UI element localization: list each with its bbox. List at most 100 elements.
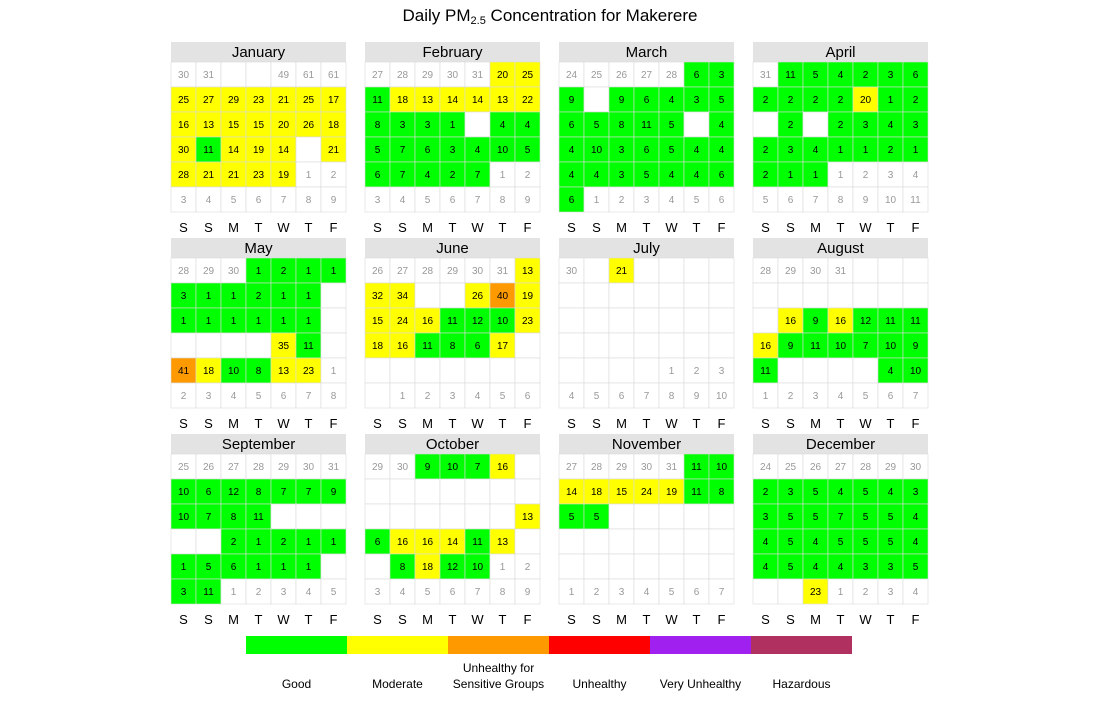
empty-cell xyxy=(852,357,879,384)
weekday-label: W xyxy=(665,416,678,431)
empty-cell xyxy=(414,478,441,505)
day-cell xyxy=(752,357,779,384)
pm25-value: 9 xyxy=(569,95,575,106)
day-number: 29 xyxy=(372,462,384,473)
weekday-label: T xyxy=(887,416,895,431)
pm25-value: 3 xyxy=(450,145,456,156)
pm25-value: 13 xyxy=(203,120,215,131)
pm25-value: 16 xyxy=(785,316,797,327)
day-number: 3 xyxy=(888,170,894,181)
pm25-value: 23 xyxy=(303,366,315,377)
empty-cell xyxy=(195,61,222,88)
day-number: 5 xyxy=(694,195,700,206)
day-cell xyxy=(320,136,347,163)
pm25-value: 27 xyxy=(203,95,215,106)
day-number: 9 xyxy=(331,195,337,206)
month-header xyxy=(753,434,928,454)
day-cell xyxy=(220,86,247,113)
weekday-label: W xyxy=(665,220,678,235)
weekday-label: W xyxy=(277,220,290,235)
day-cell xyxy=(877,61,904,88)
day-cell xyxy=(245,136,272,163)
empty-cell xyxy=(802,111,829,138)
empty-cell xyxy=(852,282,879,309)
empty-cell xyxy=(270,186,297,213)
empty-cell xyxy=(195,528,222,555)
day-number: 1 xyxy=(669,366,675,377)
day-cell xyxy=(295,553,322,580)
pm25-value: 11 xyxy=(372,95,383,106)
day-cell xyxy=(295,282,322,309)
day-number: 2 xyxy=(594,587,600,598)
day-cell xyxy=(464,332,491,359)
day-cell xyxy=(295,111,322,138)
empty-cell xyxy=(439,282,466,309)
empty-cell xyxy=(364,553,391,580)
day-number: 2 xyxy=(619,195,625,206)
day-cell xyxy=(295,357,322,384)
pm25-value: 10 xyxy=(591,145,603,156)
empty-cell xyxy=(708,578,735,605)
pm25-value: 1 xyxy=(256,266,262,277)
day-cell xyxy=(489,86,516,113)
day-cell xyxy=(364,161,391,188)
weekday-label: S xyxy=(567,220,576,235)
day-cell xyxy=(270,86,297,113)
pm25-value: 23 xyxy=(253,95,265,106)
pm25-value: 10 xyxy=(228,366,240,377)
empty-cell xyxy=(708,257,735,284)
empty-cell xyxy=(902,453,929,480)
day-cell xyxy=(877,357,904,384)
day-cell xyxy=(489,453,516,480)
weekday-label: S xyxy=(179,416,188,431)
day-cell xyxy=(220,161,247,188)
day-cell xyxy=(777,553,804,580)
pm25-value: 1 xyxy=(281,562,287,573)
pm25-value: 23 xyxy=(522,316,534,327)
empty-cell xyxy=(558,307,585,334)
day-number: 1 xyxy=(763,391,769,402)
empty-cell xyxy=(295,578,322,605)
day-cell xyxy=(364,136,391,163)
empty-cell xyxy=(683,528,710,555)
weekday-label: F xyxy=(330,612,338,627)
day-number: 5 xyxy=(763,195,769,206)
empty-cell xyxy=(364,478,391,505)
day-number: 28 xyxy=(178,266,190,277)
weekday-label: F xyxy=(524,220,532,235)
empty-cell xyxy=(364,578,391,605)
pm25-value: 8 xyxy=(619,120,625,131)
day-number: 4 xyxy=(475,391,481,402)
pm25-value: 5 xyxy=(813,487,819,498)
day-cell xyxy=(270,136,297,163)
empty-cell xyxy=(514,453,541,480)
day-cell xyxy=(270,257,297,284)
pm25-value: 3 xyxy=(619,170,625,181)
day-cell xyxy=(364,86,391,113)
day-cell xyxy=(514,61,541,88)
pm25-value: 9 xyxy=(788,341,794,352)
pm25-value: 4 xyxy=(838,487,844,498)
pm25-value: 20 xyxy=(860,95,872,106)
pm25-value: 6 xyxy=(694,70,700,81)
empty-cell xyxy=(414,257,441,284)
empty-cell xyxy=(633,553,660,580)
empty-cell xyxy=(777,357,804,384)
pm25-value: 11 xyxy=(885,316,896,327)
pm25-value: 11 xyxy=(641,120,652,131)
empty-cell xyxy=(295,186,322,213)
empty-cell xyxy=(583,528,610,555)
day-number: 30 xyxy=(397,462,409,473)
day-cell xyxy=(195,282,222,309)
empty-cell xyxy=(802,382,829,409)
empty-cell xyxy=(902,578,929,605)
pm25-value: 6 xyxy=(475,341,481,352)
empty-cell xyxy=(270,61,297,88)
weekday-label: T xyxy=(887,612,895,627)
weekday-label: T xyxy=(643,416,651,431)
pm25-value: 2 xyxy=(281,537,287,548)
day-cell xyxy=(558,503,585,530)
